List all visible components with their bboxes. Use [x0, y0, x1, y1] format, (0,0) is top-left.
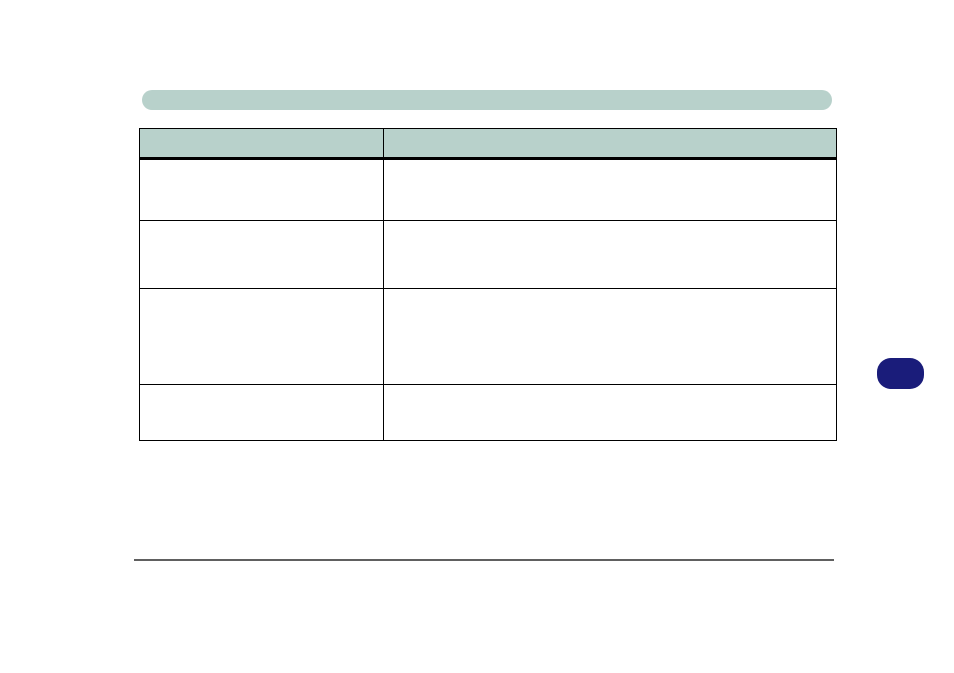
page-side-tab[interactable]	[877, 358, 924, 389]
table-header-row	[140, 129, 837, 159]
section-title-bar	[142, 90, 832, 110]
table-cell	[384, 289, 837, 385]
table-cell	[140, 385, 384, 441]
table-cell	[140, 289, 384, 385]
table-cell	[384, 159, 837, 221]
footer-divider	[134, 559, 834, 561]
table-row	[140, 385, 837, 441]
table-row	[140, 289, 837, 385]
table-row	[140, 221, 837, 289]
table-header-cell	[140, 129, 384, 159]
table-cell	[140, 159, 384, 221]
table-cell	[384, 221, 837, 289]
data-table	[139, 128, 837, 441]
table-cell	[140, 221, 384, 289]
table-header-cell	[384, 129, 837, 159]
table-cell	[384, 385, 837, 441]
table-row	[140, 159, 837, 221]
page	[0, 0, 954, 673]
